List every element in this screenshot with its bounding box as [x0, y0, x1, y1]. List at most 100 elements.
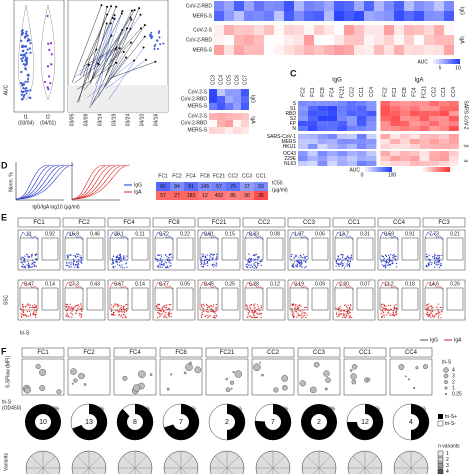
event: [65, 310, 68, 312]
event: [261, 259, 263, 261]
label: IgA: [459, 36, 465, 44]
label: β: [463, 145, 469, 148]
event: [388, 254, 390, 257]
label: FC21: [212, 220, 227, 226]
event: [394, 259, 397, 261]
event: [118, 304, 120, 306]
table-cell: [156, 182, 170, 191]
event: [427, 307, 429, 310]
heat-cell: [217, 113, 225, 120]
table-value: 57: [216, 184, 222, 190]
event: [260, 307, 262, 309]
heat-cell: [364, 1, 374, 11]
event: [303, 314, 306, 316]
dot: [282, 385, 288, 391]
event: [207, 264, 209, 267]
heat-cell: [224, 1, 234, 11]
event: [342, 316, 344, 319]
heat-cell: [317, 111, 328, 116]
label: CoV-2-S: [193, 27, 213, 33]
event: [28, 315, 30, 318]
event: [305, 266, 307, 268]
event: [122, 257, 124, 259]
label: FC8: [200, 173, 210, 179]
event: [426, 256, 428, 258]
event: [169, 313, 171, 315]
dot: [143, 35, 146, 38]
trend: [79, 49, 116, 72]
heat-cell: [409, 101, 420, 106]
histogram: [64, 231, 84, 241]
heat-cell: [209, 127, 217, 134]
event: [395, 307, 397, 309]
event: [163, 316, 165, 318]
event: [80, 315, 83, 317]
event: [171, 256, 173, 258]
event: [294, 308, 296, 310]
event: [392, 254, 394, 257]
dot: [29, 42, 32, 45]
gate: [86, 287, 104, 311]
table-cell: [226, 182, 240, 191]
event: [35, 304, 37, 307]
donor-header: [389, 347, 433, 358]
label: NL63: [284, 161, 296, 167]
legend-swatch: [389, 167, 392, 172]
label: FC1: [392, 87, 398, 97]
event: [394, 257, 396, 260]
dot: [158, 36, 161, 39]
event: [21, 256, 23, 258]
dot: [28, 47, 32, 50]
heat-cell: [400, 126, 410, 131]
event: [257, 313, 259, 315]
event: [69, 303, 71, 305]
dot: [310, 386, 317, 394]
event: [122, 308, 124, 310]
event: [125, 304, 127, 306]
heat-cell: [347, 106, 357, 111]
event: [31, 266, 34, 268]
label: CC1: [348, 220, 361, 226]
heat-cell: [298, 161, 308, 166]
gate: [401, 287, 419, 311]
event: [118, 314, 121, 316]
event: [390, 260, 392, 262]
event: [206, 262, 208, 264]
event: [248, 258, 250, 260]
dot: [232, 371, 235, 374]
heat-cell: [364, 11, 374, 21]
label: FC21: [340, 86, 346, 98]
event: [396, 310, 398, 312]
dot: [122, 50, 125, 53]
label: CC3: [303, 220, 316, 226]
dot: [46, 65, 50, 68]
trend: [108, 47, 144, 100]
event: [335, 313, 338, 315]
event: [123, 267, 125, 269]
heat-cell: [314, 11, 324, 21]
event: [204, 261, 206, 264]
label: 0.11: [135, 231, 145, 237]
event: [68, 262, 70, 264]
event: [349, 257, 351, 259]
event: [293, 266, 295, 268]
event: [336, 308, 339, 311]
event: [78, 261, 80, 263]
dot: [25, 92, 28, 95]
label: IgA: [134, 189, 142, 195]
heat-cell: [284, 11, 294, 21]
event: [156, 304, 158, 307]
event: [387, 312, 389, 314]
heat-cell: [400, 121, 410, 126]
event: [80, 313, 82, 315]
gate: [131, 237, 149, 261]
trend: [71, 5, 102, 83]
variant-slice: [42, 467, 50, 474]
event: [340, 263, 342, 265]
label: tri-S: [2, 399, 12, 405]
axis-label: AUC: [3, 84, 9, 95]
event: [79, 314, 81, 316]
event: [79, 256, 81, 259]
dot: [261, 373, 264, 377]
dot: [27, 73, 30, 76]
